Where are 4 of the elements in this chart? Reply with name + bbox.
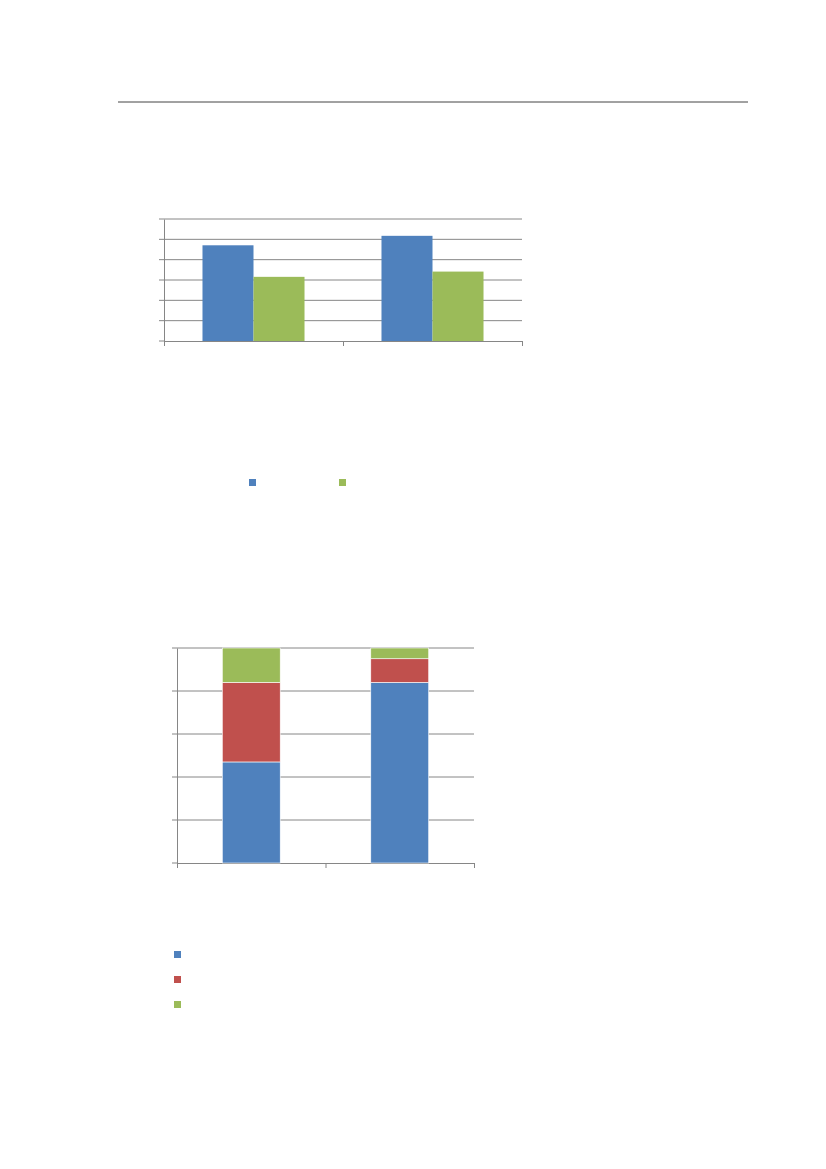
bar — [253, 276, 305, 341]
bar — [202, 245, 254, 341]
bar — [381, 235, 433, 341]
bar — [432, 271, 484, 341]
